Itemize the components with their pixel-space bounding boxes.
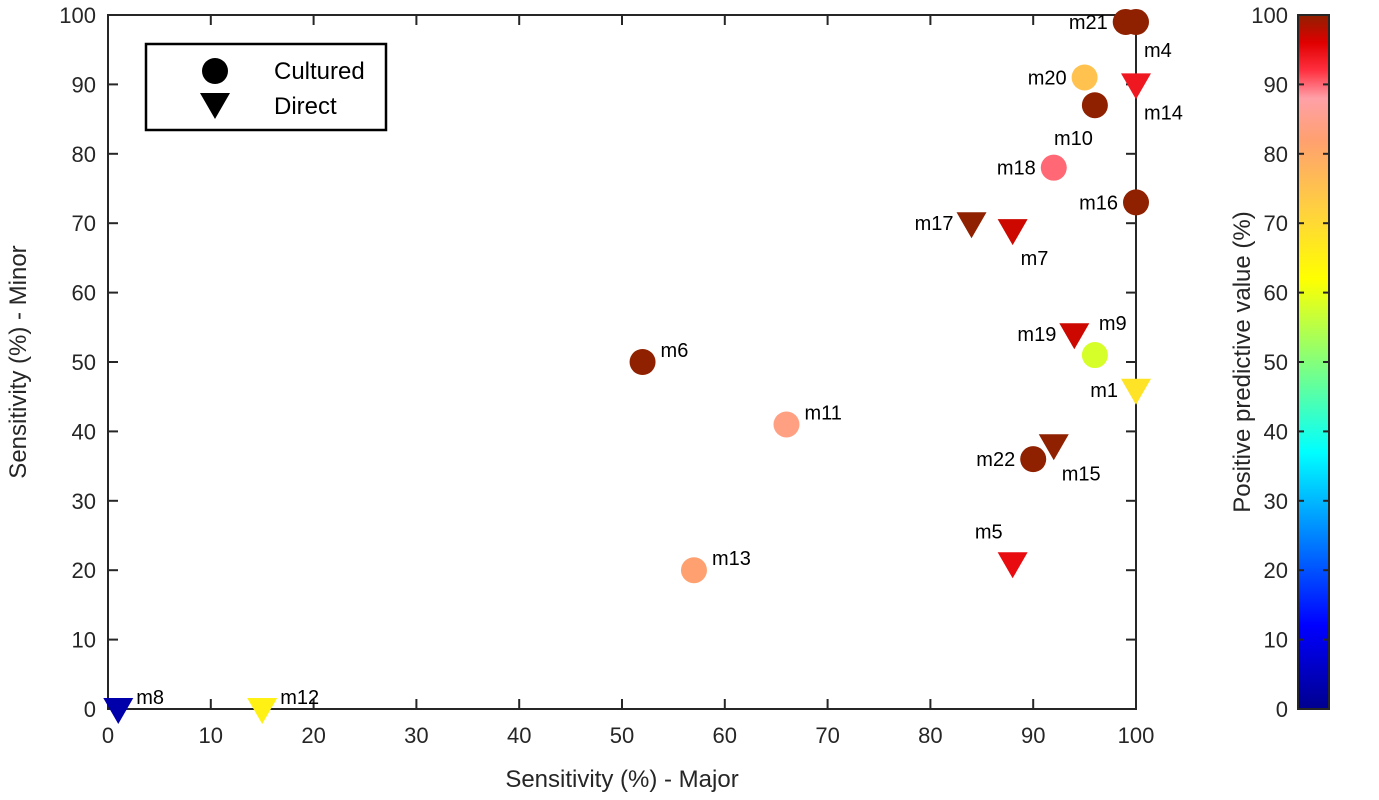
x-tick-label: 0 bbox=[102, 723, 114, 748]
x-tick-label: 100 bbox=[1118, 723, 1155, 748]
colorbar-tick-label: 60 bbox=[1264, 281, 1288, 306]
colorbar-tick-label: 70 bbox=[1264, 211, 1288, 236]
y-tick-label: 60 bbox=[72, 281, 96, 306]
colorbar-tick-label: 0 bbox=[1276, 697, 1288, 722]
point-label-m21: m21 bbox=[1069, 12, 1108, 34]
colorbar-tick-label: 10 bbox=[1264, 628, 1288, 653]
colorbar-label: Positive predictive value (%) bbox=[1229, 211, 1256, 512]
legend-marker-circle bbox=[202, 58, 228, 84]
x-axis-label: Sensitivity (%) - Major bbox=[505, 766, 738, 793]
point-label-m13: m13 bbox=[712, 548, 751, 570]
y-tick-label: 0 bbox=[84, 697, 96, 722]
colorbar-tick-label: 50 bbox=[1264, 350, 1288, 375]
legend-marker-triangle bbox=[200, 93, 230, 119]
y-axis-label: Sensitivity (%) - Minor bbox=[5, 245, 32, 478]
colorbar: 0 10 20 30 40 50 60 70 80 90 100 Positive predictiv… bbox=[1229, 3, 1330, 722]
point-label-m18: m18 bbox=[997, 158, 1036, 180]
point-label-m9: m9 bbox=[1099, 313, 1127, 335]
x-tick-label: 80 bbox=[918, 723, 942, 748]
data-point-m11 bbox=[773, 411, 800, 438]
point-label-m17: m17 bbox=[915, 213, 954, 235]
data-point-m5 bbox=[997, 552, 1028, 579]
legend-box bbox=[144, 42, 388, 132]
data-point-m14 bbox=[1121, 73, 1151, 100]
data-point-m10 bbox=[1081, 92, 1108, 119]
data-point-m20 bbox=[1071, 64, 1098, 91]
point-label-m10: m10 bbox=[1054, 128, 1093, 150]
y-tick-label: 40 bbox=[72, 419, 96, 444]
data-point-m8 bbox=[103, 698, 134, 724]
point-label-m11: m11 bbox=[804, 402, 841, 424]
point-label-m8: m8 bbox=[136, 687, 164, 709]
colorbar-tick-label: 80 bbox=[1264, 142, 1288, 167]
point-label-m5: m5 bbox=[975, 521, 1003, 543]
data-point-m6 bbox=[629, 349, 656, 375]
y-tick-label: 10 bbox=[72, 628, 96, 653]
x-tick-label: 10 bbox=[199, 723, 223, 748]
colorbar-tick-label: 100 bbox=[1251, 3, 1288, 28]
y-tick-label: 90 bbox=[72, 72, 96, 97]
data-point-m7 bbox=[997, 219, 1028, 246]
plot-area: 0 10 20 30 40 50 60 70 80 90 100 0 10 20 30 40 50 60 70 80 9… bbox=[5, 3, 1183, 793]
data-point-m15 bbox=[1038, 434, 1069, 461]
legend: Cultured Direct bbox=[144, 42, 388, 132]
y-tick-label: 20 bbox=[72, 558, 96, 583]
x-tick-label: 50 bbox=[610, 723, 634, 748]
data-point-m16 bbox=[1123, 189, 1149, 216]
legend-label: Direct bbox=[274, 93, 337, 120]
point-label-m1: m1 bbox=[1090, 380, 1118, 402]
x-tick-label: 20 bbox=[301, 723, 325, 748]
point-label-m14: m14 bbox=[1144, 102, 1183, 124]
colorbar-tick-label: 40 bbox=[1264, 419, 1288, 444]
y-tick-label: 30 bbox=[72, 489, 96, 514]
point-label-m15: m15 bbox=[1062, 463, 1101, 485]
legend-label: Cultured bbox=[274, 58, 365, 85]
point-label-m4: m4 bbox=[1144, 40, 1172, 62]
data-point-m4 bbox=[1123, 8, 1149, 35]
colorbar-tick-label: 30 bbox=[1264, 489, 1288, 514]
y-tick-label: 70 bbox=[72, 211, 96, 236]
point-label-m12: m12 bbox=[280, 687, 319, 709]
y-tick-label: 50 bbox=[72, 350, 96, 375]
colorbar-tick-label: 20 bbox=[1264, 558, 1288, 583]
point-label-m19: m19 bbox=[1017, 324, 1056, 346]
point-label-m22: m22 bbox=[976, 449, 1015, 471]
point-label-m16: m16 bbox=[1079, 192, 1118, 214]
y-tick-label: 80 bbox=[72, 142, 96, 167]
point-label-m6: m6 bbox=[661, 340, 689, 362]
data-point-m9 bbox=[1081, 342, 1108, 369]
y-tick-label: 100 bbox=[59, 3, 96, 28]
data-point-m1 bbox=[1121, 378, 1151, 405]
data-point-m19 bbox=[1059, 323, 1090, 350]
data-point-m13 bbox=[680, 557, 707, 584]
x-tick-label: 40 bbox=[507, 723, 531, 748]
colorbar-tick-label: 90 bbox=[1264, 72, 1288, 97]
x-tick-label: 70 bbox=[815, 723, 839, 748]
point-label-m20: m20 bbox=[1028, 67, 1067, 89]
x-tick-label: 60 bbox=[713, 723, 737, 748]
x-tick-label: 30 bbox=[404, 723, 428, 748]
x-tick-label: 90 bbox=[1021, 723, 1045, 748]
data-point-m17 bbox=[956, 212, 987, 239]
point-label-m7: m7 bbox=[1021, 248, 1049, 270]
data-point-m12 bbox=[247, 698, 278, 724]
data-point-m22 bbox=[1020, 446, 1047, 473]
data-point-m18 bbox=[1040, 154, 1067, 181]
